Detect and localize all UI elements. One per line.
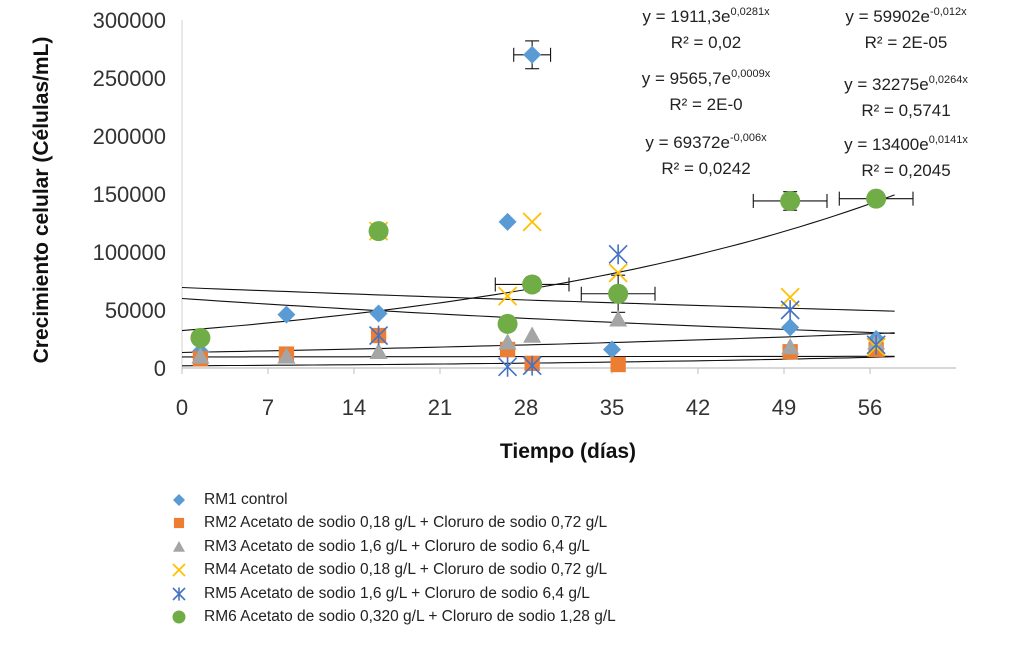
r-squared-label: R² = 0,02: [671, 33, 741, 52]
data-point-rm4: [497, 286, 518, 306]
x-tick-label: 7: [262, 395, 274, 420]
x-tick-label: 0: [176, 395, 188, 420]
legend-label: RM1 control: [204, 490, 288, 508]
data-point-rm6: [780, 190, 801, 211]
legend-label: RM4 Acetato de sodio 0,18 g/L + Cloruro …: [204, 561, 608, 579]
data-point-rm3: [781, 338, 800, 355]
scatter-chart: 0 7 14 21 28 35 42 49 56 0 50000 100000 150000 200000…: [30, 6, 969, 463]
legend-marker-rm2: [173, 518, 185, 529]
x-axis-title: Tiempo (días): [500, 440, 636, 463]
data-point-rm3: [498, 333, 517, 350]
y-axis-title: Crecimiento celular (Células/mL): [30, 37, 53, 364]
legend-marker-rm1: [173, 493, 185, 506]
trendline-equation: y = 59902e-0,012x: [845, 6, 967, 26]
legend-marker-rm5: [172, 587, 186, 601]
y-tick-label: 300000: [93, 8, 166, 33]
legend-marker-rm4: [172, 563, 186, 577]
data-point-rm6: [368, 221, 389, 242]
trendline-equation: y = 9565,7e0,0009x: [642, 68, 771, 88]
axes: 0 7 14 21 28 35 42 49 56 0 50000 100000 150000 200000…: [93, 8, 956, 420]
y-tick-label: 50000: [105, 298, 166, 323]
data-point-rm3: [369, 342, 388, 359]
data-point-rm1: [369, 304, 388, 323]
data-point-rm3: [523, 326, 542, 343]
r-squared-label: R² = 0,5741: [861, 101, 950, 120]
legend-marker-shape: [172, 587, 186, 601]
data-point-rm3: [191, 347, 210, 364]
data-point-rm6: [866, 188, 887, 209]
legend-item-rm5: RM5 Acetato de sodio 1,6 g/L + Cloruro d…: [168, 582, 616, 606]
legend-item-rm2: RM2 Acetato de sodio 0,18 g/L + Cloruro …: [168, 512, 616, 536]
trendline-equation: y = 32275e0,0264x: [844, 74, 968, 94]
legend-marker-shape: [172, 563, 186, 577]
data-point-rm3: [277, 347, 296, 364]
data-markers: [190, 45, 887, 377]
data-point-rm6: [190, 327, 211, 348]
data-point-rm5: [608, 244, 628, 265]
r-squared-label: R² = 0,2045: [861, 161, 950, 180]
data-point-rm2: [610, 356, 626, 373]
trendline: [181, 297, 895, 334]
data-point-rm5: [369, 325, 389, 346]
legend-item-rm1: RM1 control: [168, 488, 616, 512]
x-tick-label: 21: [428, 395, 452, 420]
data-point-rm1: [498, 212, 517, 231]
trendline: [181, 286, 895, 312]
data-point-rm1: [781, 318, 800, 337]
data-point-rm4: [522, 212, 542, 232]
x-tick-label: 14: [342, 395, 366, 420]
r-squared-label: R² = 2E-05: [865, 33, 948, 52]
legend-label: RM2 Acetato de sodio 0,18 g/L + Cloruro …: [204, 514, 608, 532]
data-point-rm5: [522, 355, 542, 376]
data-point-rm6: [522, 274, 543, 295]
legend-item-rm6: RM6 Acetato de sodio 0,320 g/L + Cloruro…: [168, 606, 616, 630]
x-tick-label: 42: [686, 395, 710, 420]
data-point-rm4: [608, 263, 628, 283]
trendline-equation: y = 69372e-0,006x: [645, 132, 767, 152]
y-tick-label: 150000: [93, 182, 166, 207]
trendline-equation: y = 13400e0,0141x: [844, 134, 968, 154]
y-tick-label: 0: [154, 356, 166, 381]
data-point-rm6: [497, 313, 518, 334]
legend-marker-rm3: [173, 540, 185, 552]
trendline: [181, 332, 895, 354]
data-point-rm5: [780, 300, 800, 320]
legend-marker-rm6: [172, 610, 186, 624]
r-squared-label: R² = 0,0242: [661, 159, 750, 178]
data-point-rm5: [498, 356, 518, 377]
x-tick-label: 28: [514, 395, 538, 420]
data-point-rm1: [603, 340, 621, 359]
x-tick-label: 49: [772, 395, 796, 420]
y-tick-label: 200000: [93, 124, 166, 149]
data-point-rm3: [609, 310, 628, 327]
legend: RM1 control RM2 Acetato de sodio 0,18 g/L…: [168, 488, 616, 629]
trendline-equations: y = 1911,3e0,0281x R² = 0,02 y = 59902e-0,…: [642, 6, 969, 180]
data-point-rm5: [866, 334, 886, 355]
x-tick-label: 35: [600, 395, 624, 420]
data-point-rm1: [277, 305, 296, 324]
data-point-rm1: [523, 45, 542, 64]
legend-label: RM3 Acetato de sodio 1,6 g/L + Cloruro d…: [204, 537, 590, 555]
y-tick-label: 100000: [93, 240, 166, 265]
legend-item-rm4: RM4 Acetato de sodio 0,18 g/L + Cloruro …: [168, 559, 616, 583]
legend-marker-shape: [173, 518, 185, 529]
x-tick-label: 56: [858, 395, 882, 420]
data-point-rm6: [608, 283, 629, 304]
legend-marker-shape: [172, 610, 186, 624]
r-squared-label: R² = 2E-0: [669, 95, 742, 114]
legend-label: RM5 Acetato de sodio 1,6 g/L + Cloruro d…: [204, 584, 590, 602]
y-tick-label: 250000: [93, 66, 166, 91]
legend-label: RM6 Acetato de sodio 0,320 g/L + Cloruro…: [204, 608, 616, 626]
legend-marker-shape: [173, 493, 185, 506]
trendline-equation: y = 1911,3e0,0281x: [642, 6, 770, 26]
legend-item-rm3: RM3 Acetato de sodio 1,6 g/L + Cloruro d…: [168, 535, 616, 559]
legend-marker-shape: [173, 540, 185, 552]
